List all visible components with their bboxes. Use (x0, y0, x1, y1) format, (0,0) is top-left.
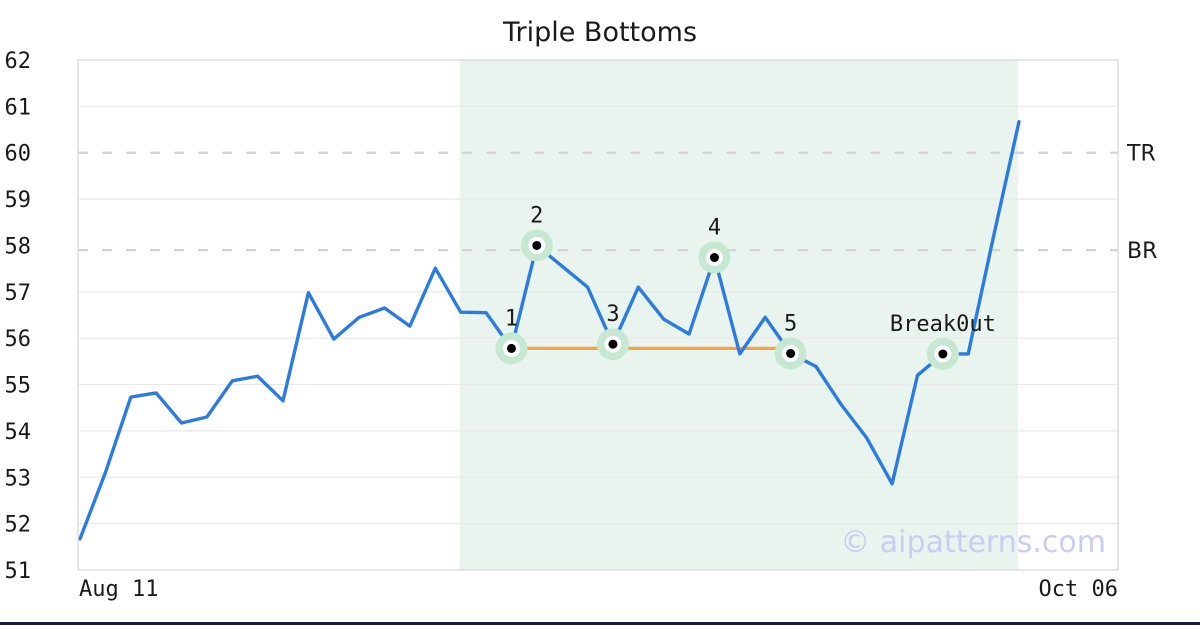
marker-dot (506, 343, 516, 353)
bottom-border-bar (0, 622, 1200, 625)
marker-dot (532, 240, 542, 250)
y-tick-label: 60 (5, 142, 32, 167)
axes-frame (77, 59, 1119, 571)
marker-dot (608, 339, 618, 349)
marker-dot (709, 253, 719, 263)
y-tick-label: 58 (5, 234, 32, 259)
y-tick-label: 51 (5, 559, 32, 584)
price-line (78, 119, 1021, 541)
level-label-BR: BR (1127, 239, 1157, 264)
marker-label: 1 (505, 306, 518, 331)
y-tick-label: 54 (5, 420, 32, 445)
y-tick-label: 55 (5, 374, 32, 399)
pattern-zone-shade (459, 60, 1019, 570)
y-tick-label: 53 (5, 466, 32, 491)
marker-dot (938, 349, 948, 359)
marker-label: 5 (784, 311, 797, 336)
x-axis-start-label: Aug 11 (79, 577, 158, 602)
y-tick-label: 56 (5, 327, 32, 352)
marker-label: Break0ut (890, 312, 996, 337)
y-tick-label: 52 (5, 513, 32, 538)
watermark: © aipatterns.com (840, 525, 1106, 560)
marker-label: 4 (708, 216, 721, 241)
level-label-TR: TR (1126, 142, 1156, 167)
marker-label: 3 (606, 302, 619, 327)
marker-label: 2 (530, 203, 543, 228)
y-tick-label: 57 (5, 281, 32, 306)
y-tick-label: 59 (5, 188, 32, 213)
chart-title: Triple Bottoms (502, 17, 697, 48)
y-tick-label: 61 (5, 95, 32, 120)
x-axis-end-label: Oct 06 (1039, 577, 1118, 602)
y-tick-label: 62 (5, 49, 32, 74)
marker-dot (786, 348, 796, 358)
